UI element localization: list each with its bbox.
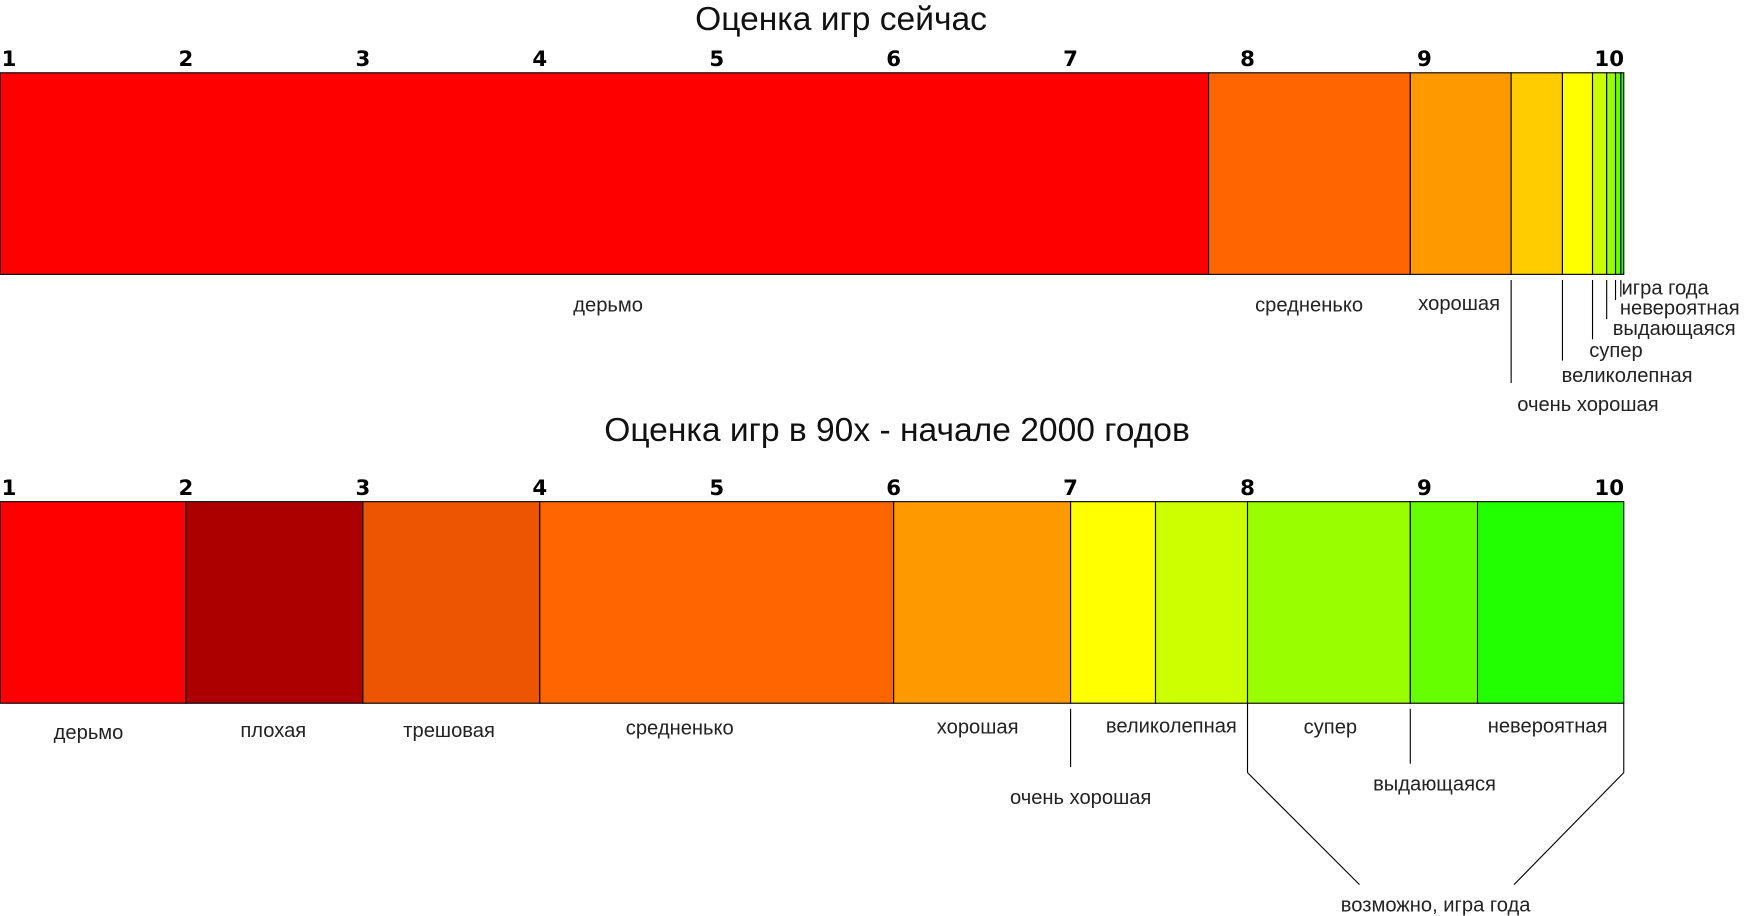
segment-label: очень хорошая bbox=[1517, 394, 1658, 416]
tick-label: 6 bbox=[886, 476, 901, 501]
bar-segment bbox=[1614, 72, 1622, 275]
bar-segment bbox=[893, 501, 1072, 704]
tick-label: 2 bbox=[179, 476, 194, 501]
tick-label: 10 bbox=[1594, 47, 1624, 72]
segment-label: выдающаяся bbox=[1613, 318, 1736, 340]
segment-label: великолепная bbox=[1562, 365, 1693, 387]
bar-segment bbox=[1409, 501, 1479, 704]
segment-label: невероятная bbox=[1488, 715, 1608, 737]
segment-label: трешовая bbox=[403, 720, 495, 742]
segment-label: дерьмо bbox=[573, 294, 643, 316]
chart-title: Оценка игр в 90х - начале 2000 годов bbox=[604, 412, 1190, 449]
tick-label: 9 bbox=[1417, 476, 1432, 501]
segment-label: великолепная bbox=[1106, 715, 1237, 737]
tick-label: 5 bbox=[709, 47, 724, 72]
bar-segment bbox=[1476, 501, 1625, 704]
tick-label: 7 bbox=[1063, 476, 1078, 501]
bar-segment bbox=[1510, 72, 1564, 275]
tick-label: 3 bbox=[355, 476, 370, 501]
tick-label: 1 bbox=[2, 476, 17, 501]
tick-label: 3 bbox=[355, 47, 370, 72]
tick-label: 5 bbox=[709, 476, 724, 501]
bracket-line bbox=[1247, 772, 1360, 886]
bar-segment bbox=[1409, 72, 1512, 275]
segment-label: средненько bbox=[626, 718, 734, 740]
bar-segment bbox=[539, 501, 895, 704]
bar-segment bbox=[362, 501, 541, 704]
tick-label: 8 bbox=[1240, 47, 1255, 72]
bar-segment bbox=[1561, 72, 1594, 275]
tick-label: 1 bbox=[2, 47, 17, 72]
segment-label: дерьмо bbox=[54, 722, 124, 744]
segment-label: хорошая bbox=[1418, 293, 1500, 315]
bar-segment bbox=[1591, 72, 1608, 275]
bar-segment bbox=[1154, 501, 1249, 704]
segment-label: супер bbox=[1304, 716, 1357, 738]
tick-label: 2 bbox=[179, 47, 194, 72]
bracket-label: возможно, игра года bbox=[1341, 895, 1532, 916]
tick-label: 9 bbox=[1417, 47, 1432, 72]
segment-label: невероятная bbox=[1620, 298, 1740, 320]
bar-segment bbox=[0, 72, 1210, 275]
segment-label: хорошая bbox=[937, 716, 1019, 738]
tick-label: 6 bbox=[886, 47, 901, 72]
tick-label: 8 bbox=[1240, 476, 1255, 501]
segment-label: игра года bbox=[1622, 278, 1710, 300]
bar-segment bbox=[1606, 72, 1617, 275]
segment-label: выдающаяся bbox=[1373, 774, 1496, 796]
tick-label: 4 bbox=[532, 476, 547, 501]
bar-segment bbox=[185, 501, 364, 704]
segment-label: очень хорошая bbox=[1010, 787, 1151, 809]
bar-segment bbox=[1208, 72, 1411, 275]
segment-label: плохая bbox=[240, 720, 306, 742]
bar-segment bbox=[1620, 72, 1625, 275]
tick-label: 7 bbox=[1063, 47, 1078, 72]
segment-label: супер bbox=[1589, 340, 1642, 362]
bracket-line bbox=[1513, 772, 1625, 886]
tick-label: 10 bbox=[1594, 476, 1624, 501]
segment-label: средненько bbox=[1255, 294, 1363, 316]
chart-title: Оценка игр сейчас bbox=[695, 1, 987, 38]
bar-segment bbox=[1070, 501, 1157, 704]
bar-segment bbox=[1246, 501, 1411, 704]
bar-segment bbox=[0, 501, 187, 704]
tick-label: 4 bbox=[532, 47, 547, 72]
